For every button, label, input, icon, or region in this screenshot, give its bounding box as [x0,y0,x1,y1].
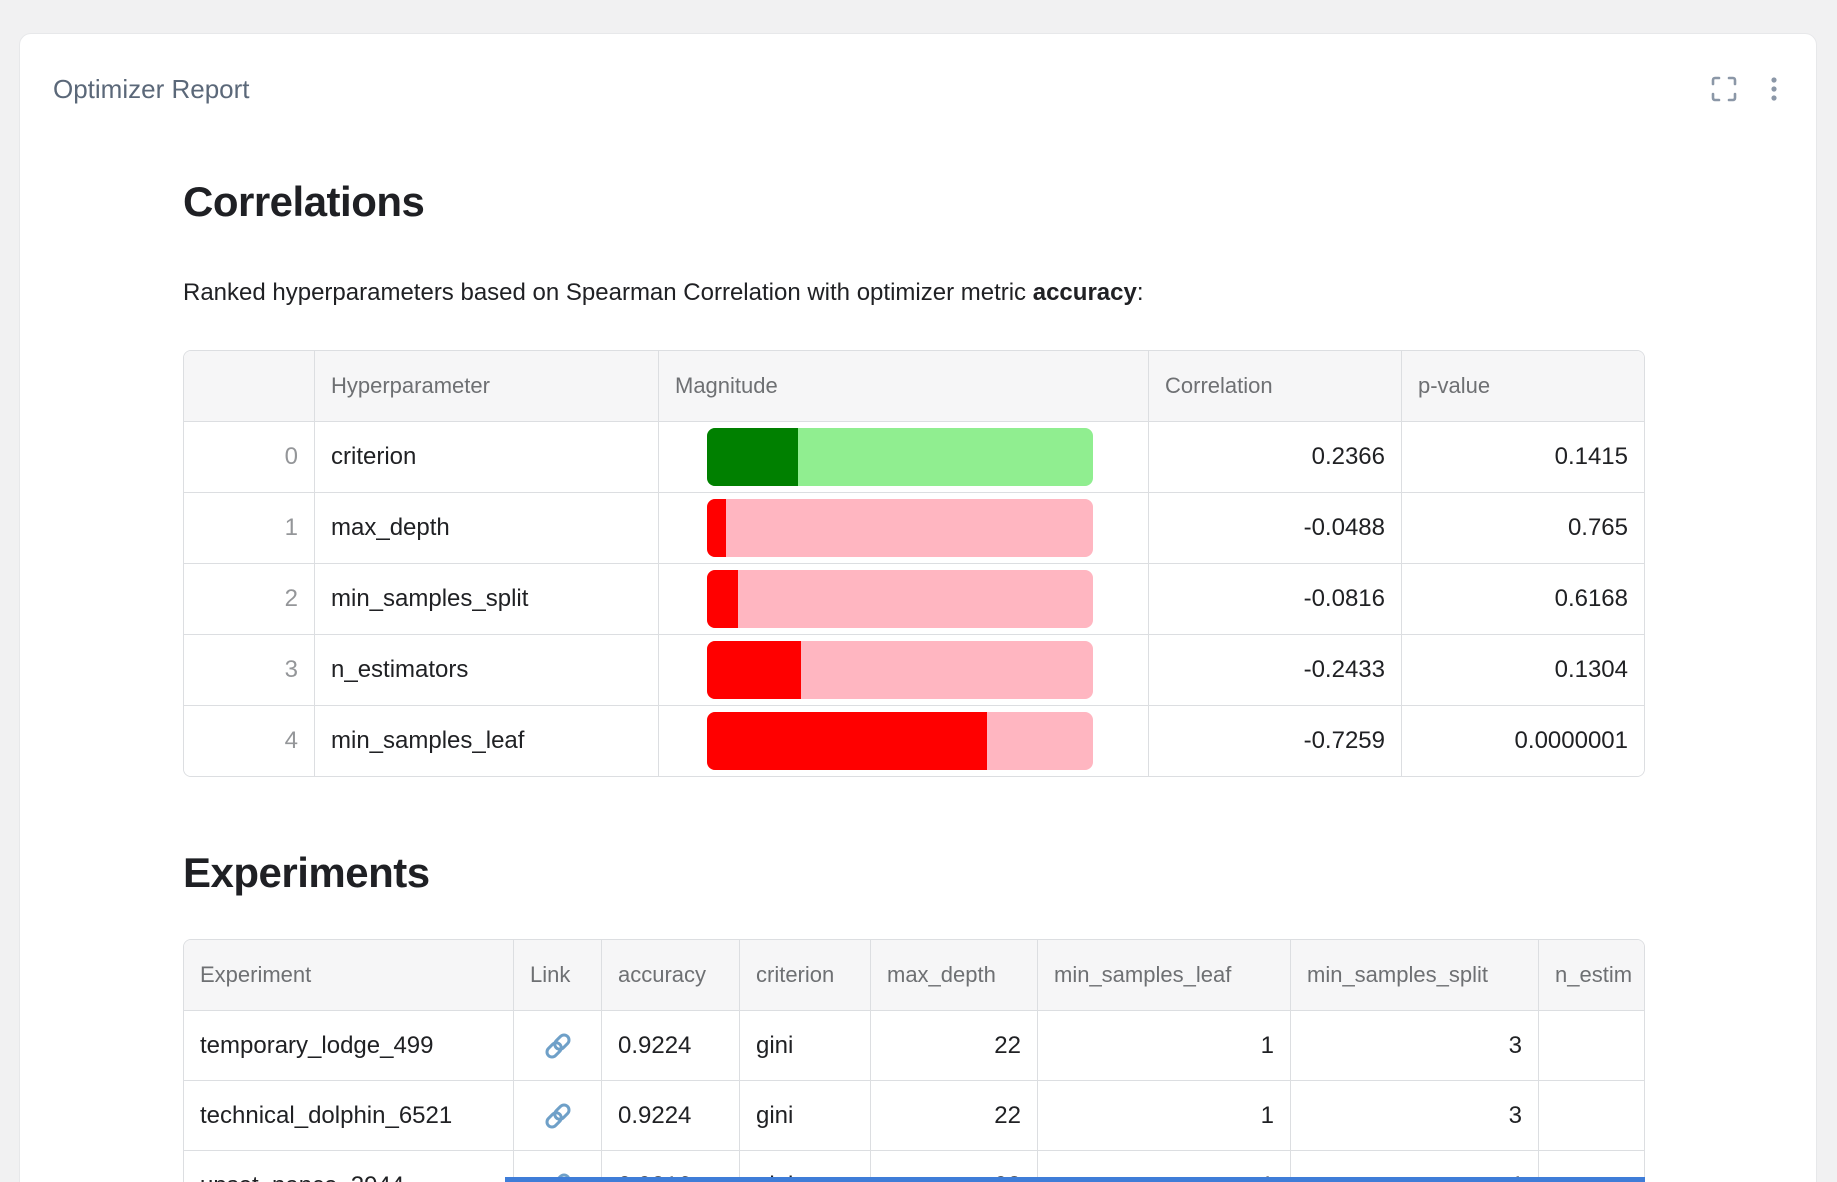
correlations-table-body: 0 criterion 0.2366 0.1415 1 max_depth -0.0488 0… [184,422,1644,776]
column-header-experiment: Experiment [184,940,514,1011]
link-icon[interactable] [543,1101,573,1131]
n-estimators-value [1539,1151,1644,1182]
panel-header: Optimizer Report [20,34,1816,104]
correlation-row: 3 n_estimators -0.2433 0.1304 [184,635,1644,706]
p-value: 0.6168 [1402,564,1644,635]
subtitle-metric-name: accuracy [1032,279,1137,306]
row-index: 0 [184,422,315,493]
column-header-min-samples-split: min_samples_split [1291,940,1539,1011]
column-header-min-samples-leaf: min_samples_leaf [1038,940,1291,1011]
column-header-p-value: p-value [1402,351,1644,422]
correlations-subtitle: Ranked hyperparameters based on Spearman… [183,278,1645,308]
column-header-hyperparameter: Hyperparameter [315,351,659,422]
subtitle-text: Ranked hyperparameters based on Spearman… [183,279,1033,306]
n-estimators-value [1539,1081,1644,1151]
hyperparameter-name: max_depth [315,493,659,564]
magnitude-bar-fill [707,641,801,699]
min-samples-leaf-value: 1 [1038,1081,1291,1151]
max-depth-value: 22 [871,1011,1038,1081]
hyperparameter-name: min_samples_split [315,564,659,635]
experiment-row: temporary_lodge_499 0.9224 gini 22 1 3 [184,1011,1644,1081]
magnitude-bar [707,499,1093,557]
column-header-link: Link [514,940,602,1011]
correlations-heading: Correlations [183,178,425,225]
hyperparameter-name: n_estimators [315,635,659,706]
correlation-value: -0.0816 [1149,564,1402,635]
min-samples-split-value: 3 [1291,1081,1539,1151]
column-header-n-estimators: n_estim [1539,940,1644,1011]
hyperparameter-name: criterion [315,422,659,493]
column-header-magnitude: Magnitude [659,351,1149,422]
criterion-value: gini [740,1081,871,1151]
p-value: 0.1415 [1402,422,1644,493]
accuracy-value: 0.9224 [602,1081,740,1151]
correlation-value: -0.0488 [1149,493,1402,564]
min-samples-split-value: 3 [1291,1011,1539,1081]
link-icon[interactable] [543,1031,573,1061]
n-estimators-value [1539,1011,1644,1081]
experiment-name: upset_nance_2944 [184,1151,514,1182]
row-index: 4 [184,706,315,776]
magnitude-bar-fill [707,570,739,628]
correlation-value: -0.2433 [1149,635,1402,706]
p-value: 0.1304 [1402,635,1644,706]
magnitude-cell [659,493,1149,564]
experiments-heading: Experiments [183,849,430,896]
column-header-accuracy: accuracy [602,940,740,1011]
experiment-row: technical_dolphin_6521 0.9224 gini 22 1 3 [184,1081,1644,1151]
panel-header-icons [1710,75,1788,103]
fullscreen-icon[interactable] [1710,75,1738,103]
row-index: 3 [184,635,315,706]
experiment-link-cell [514,1011,602,1081]
correlation-row: 0 criterion 0.2366 0.1415 [184,422,1644,493]
experiments-table: Experiment Link accuracy criterion max_d… [183,939,1645,1182]
correlation-value: 0.2366 [1149,422,1402,493]
hyperparameter-name: min_samples_leaf [315,706,659,776]
correlation-row: 2 min_samples_split -0.0816 0.6168 [184,564,1644,635]
magnitude-bar [707,428,1093,486]
magnitude-bar [707,712,1093,770]
column-header-max-depth: max_depth [871,940,1038,1011]
magnitude-bar-fill [707,712,988,770]
criterion-value: gini [740,1011,871,1081]
row-index: 2 [184,564,315,635]
correlations-header-row: Hyperparameter Magnitude Correlation p-v… [184,351,1644,422]
p-value: 0.0000001 [1402,706,1644,776]
correlation-value: -0.7259 [1149,706,1402,776]
experiment-link-cell [514,1081,602,1151]
experiments-header-row: Experiment Link accuracy criterion max_d… [184,940,1644,1011]
experiment-name: temporary_lodge_499 [184,1011,514,1081]
magnitude-bar-fill [707,428,799,486]
column-header-correlation: Correlation [1149,351,1402,422]
correlations-table: Hyperparameter Magnitude Correlation p-v… [183,350,1645,777]
magnitude-cell [659,706,1149,776]
experiment-name: technical_dolphin_6521 [184,1081,514,1151]
report-content: Correlations Ranked hyperparameters base… [183,178,1645,1182]
magnitude-cell [659,564,1149,635]
column-header-index [184,351,315,422]
experiments-table-body: temporary_lodge_499 0.9224 gini 22 1 3 technic… [184,1011,1644,1182]
min-samples-leaf-value: 1 [1038,1011,1291,1081]
correlation-row: 1 max_depth -0.0488 0.765 [184,493,1644,564]
optimizer-report-panel: Optimizer Report Correlations Ranked hyp… [19,33,1817,1182]
magnitude-cell [659,422,1149,493]
panel-title: Optimizer Report [53,74,250,104]
magnitude-bar [707,570,1093,628]
accuracy-value: 0.9224 [602,1011,740,1081]
bottom-accent-strip [505,1177,1645,1182]
subtitle-colon: : [1136,279,1144,306]
row-index: 1 [184,493,315,564]
max-depth-value: 22 [871,1081,1038,1151]
p-value: 0.765 [1402,493,1644,564]
kebab-menu-icon[interactable] [1760,75,1788,103]
magnitude-bar [707,641,1093,699]
magnitude-bar-fill [707,499,726,557]
column-header-criterion: criterion [740,940,871,1011]
correlation-row: 4 min_samples_leaf -0.7259 0.0000001 [184,706,1644,776]
magnitude-cell [659,635,1149,706]
min-samples-split-value: 4 [1291,1151,1539,1182]
